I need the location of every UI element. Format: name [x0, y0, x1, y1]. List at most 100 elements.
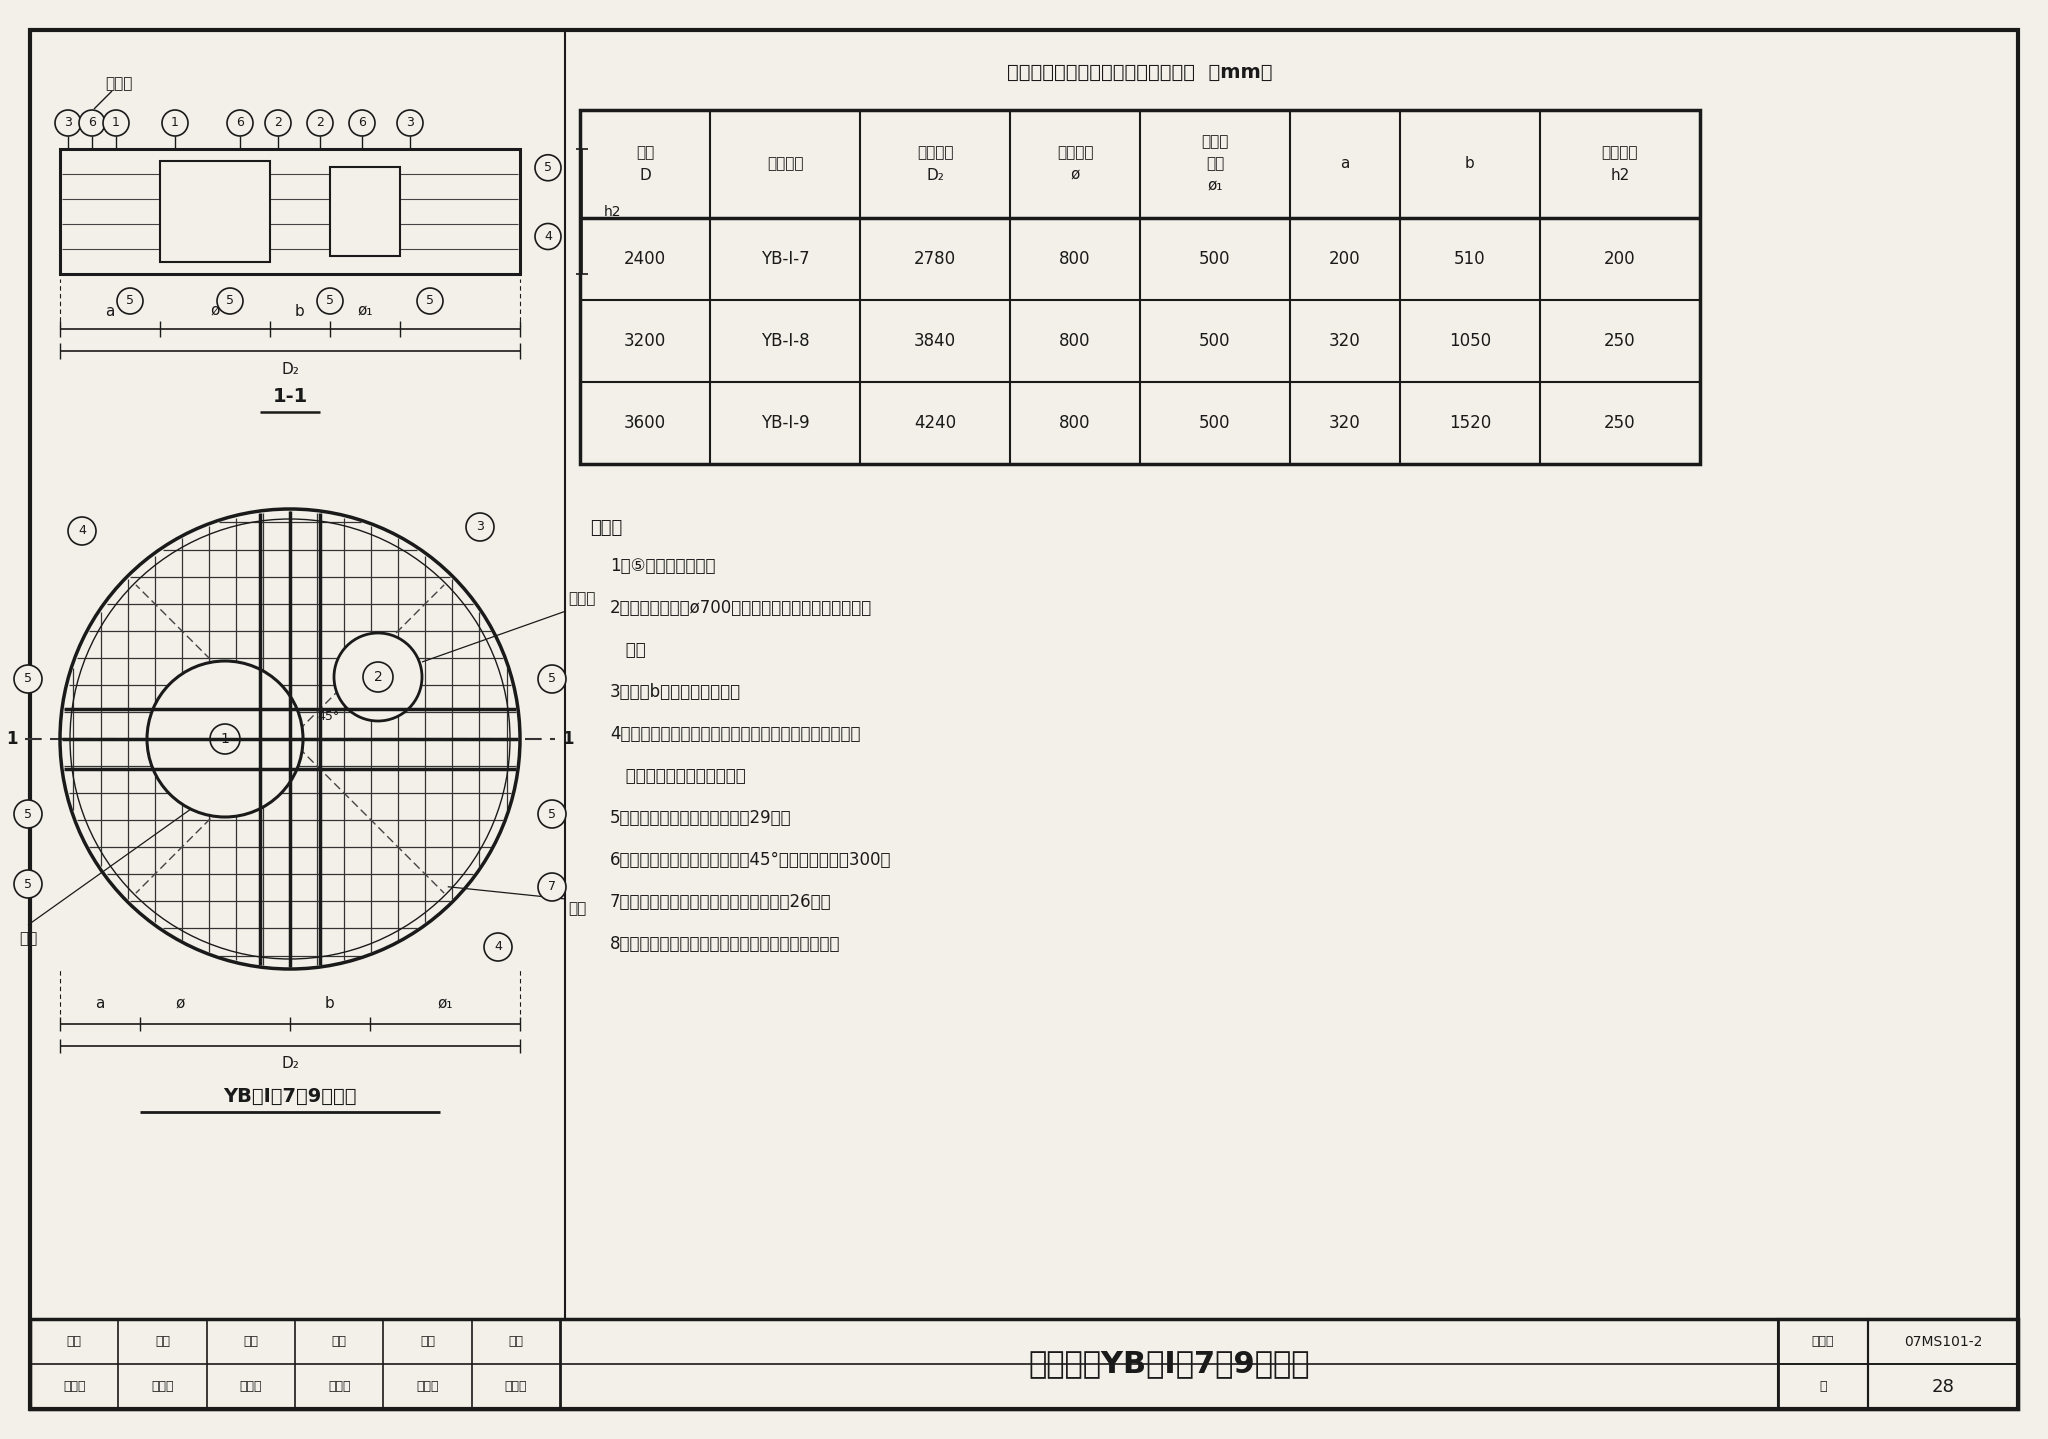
Text: 4240: 4240	[913, 414, 956, 432]
Text: 操作孔: 操作孔	[1202, 134, 1229, 150]
Text: D₂: D₂	[281, 361, 299, 377]
Text: 28: 28	[1931, 1377, 1954, 1396]
Text: 4: 4	[545, 230, 553, 243]
Bar	[1868, 1320, 2017, 1409]
Text: 3840: 3840	[913, 332, 956, 350]
Circle shape	[147, 661, 303, 817]
Text: 1: 1	[113, 117, 121, 130]
Bar	[1778, 1320, 1868, 1409]
Circle shape	[80, 109, 104, 137]
Circle shape	[539, 800, 565, 827]
Circle shape	[227, 109, 254, 137]
Text: 5: 5	[426, 295, 434, 308]
Text: 孙英磊: 孙英磊	[152, 1380, 174, 1393]
Text: 校对: 校对	[244, 1335, 258, 1348]
Text: 5: 5	[25, 807, 33, 820]
Bar	[160, 161, 270, 262]
Text: 2．当人孔直径为ø700时，需将相关钢筋的长度进行修: 2．当人孔直径为ø700时，需将相关钢筋的长度进行修	[610, 599, 872, 617]
Text: 2400: 2400	[625, 250, 666, 268]
Text: 200: 200	[1329, 250, 1360, 268]
Text: 45°: 45°	[317, 711, 340, 724]
Text: 图集号: 图集号	[1812, 1335, 1835, 1348]
Text: 3: 3	[475, 521, 483, 534]
Text: 武明美: 武明美	[240, 1380, 262, 1393]
Circle shape	[317, 288, 342, 314]
Text: 6: 6	[88, 117, 96, 130]
Text: a: a	[104, 304, 115, 318]
Text: 5: 5	[549, 807, 555, 820]
Circle shape	[102, 109, 129, 137]
Circle shape	[55, 109, 82, 137]
Circle shape	[535, 223, 561, 249]
Text: 1: 1	[6, 730, 18, 748]
Text: 1: 1	[172, 117, 178, 130]
Text: 5: 5	[549, 672, 555, 685]
Text: 盖板名称: 盖板名称	[766, 157, 803, 171]
Bar	[31, 1320, 2017, 1409]
Text: 3: 3	[406, 117, 414, 130]
Text: 设计: 设计	[508, 1335, 524, 1348]
Text: 5: 5	[25, 672, 33, 685]
Text: 6: 6	[236, 117, 244, 130]
Circle shape	[211, 724, 240, 754]
Circle shape	[14, 800, 43, 827]
Text: 郭英雄: 郭英雄	[63, 1380, 86, 1393]
Text: 预制盖板YB－Ⅰ－7～9配筋图: 预制盖板YB－Ⅰ－7～9配筋图	[1028, 1350, 1311, 1379]
Text: 320: 320	[1329, 414, 1360, 432]
Text: 7．吊钩及洞口附加筋做法参见本图集第26页。: 7．吊钩及洞口附加筋做法参见本图集第26页。	[610, 894, 831, 911]
Text: 王龙生: 王龙生	[416, 1380, 438, 1393]
Text: 4: 4	[494, 941, 502, 954]
Circle shape	[307, 109, 334, 137]
Text: 6: 6	[358, 117, 367, 130]
Circle shape	[362, 662, 393, 692]
Text: ø: ø	[211, 304, 219, 318]
Circle shape	[117, 288, 143, 314]
Text: a: a	[96, 996, 104, 1012]
Text: 6．吊钩中心与圆轴线的夹角呈45°，距盖板外边缘300。: 6．吊钩中心与圆轴线的夹角呈45°，距盖板外边缘300。	[610, 850, 891, 869]
Text: 井径: 井径	[635, 145, 653, 161]
Text: 3．表中b的长度仅供参考。: 3．表中b的长度仅供参考。	[610, 684, 741, 701]
Text: 设计: 设计	[420, 1335, 434, 1348]
Text: 王龙生: 王龙生	[504, 1380, 526, 1393]
Text: h2: h2	[604, 204, 621, 219]
Text: 汲及多: 汲及多	[328, 1380, 350, 1393]
Text: 250: 250	[1604, 414, 1636, 432]
Text: 800: 800	[1059, 250, 1092, 268]
Text: 5: 5	[225, 295, 233, 308]
Circle shape	[217, 288, 244, 314]
Text: 800: 800	[1059, 414, 1092, 432]
Text: 对齐，定位尺寸现场商定。: 对齐，定位尺寸现场商定。	[610, 767, 745, 786]
Text: 吊钩: 吊钩	[567, 901, 586, 917]
Text: 1520: 1520	[1448, 414, 1491, 432]
Circle shape	[418, 288, 442, 314]
Text: 盖板厚度: 盖板厚度	[1602, 145, 1638, 161]
Text: 砖砌圆形立式蝶阀井预制盖板选用表  （mm）: 砖砌圆形立式蝶阀井预制盖板选用表 （mm）	[1008, 62, 1272, 82]
Text: 500: 500	[1200, 332, 1231, 350]
Circle shape	[467, 512, 494, 541]
Text: 说明：: 说明：	[590, 519, 623, 537]
Text: 直径: 直径	[1206, 157, 1225, 171]
Text: YB-Ⅰ-7: YB-Ⅰ-7	[760, 250, 809, 268]
Text: 320: 320	[1329, 332, 1360, 350]
Text: 人孔: 人孔	[18, 931, 37, 947]
Circle shape	[483, 932, 512, 961]
Text: 500: 500	[1200, 414, 1231, 432]
Bar	[559, 1320, 1778, 1409]
Text: 500: 500	[1200, 250, 1231, 268]
Text: 5．钢筋表及材料表见本图集第29页。: 5．钢筋表及材料表见本图集第29页。	[610, 809, 793, 827]
Text: 5: 5	[545, 161, 553, 174]
Text: 校对: 校对	[332, 1335, 346, 1348]
Text: 操作孔: 操作孔	[567, 591, 596, 606]
Text: ø₁: ø₁	[1206, 178, 1223, 193]
Text: b: b	[1464, 157, 1475, 171]
Text: 改。: 改。	[610, 640, 645, 659]
Text: 5: 5	[326, 295, 334, 308]
Text: 1050: 1050	[1448, 332, 1491, 350]
Text: ø: ø	[1071, 167, 1079, 183]
Text: ø₁: ø₁	[438, 996, 453, 1012]
Text: D: D	[639, 167, 651, 183]
Circle shape	[61, 511, 518, 967]
Text: b: b	[295, 304, 305, 318]
Text: 800: 800	[1059, 332, 1092, 350]
Circle shape	[539, 873, 565, 901]
